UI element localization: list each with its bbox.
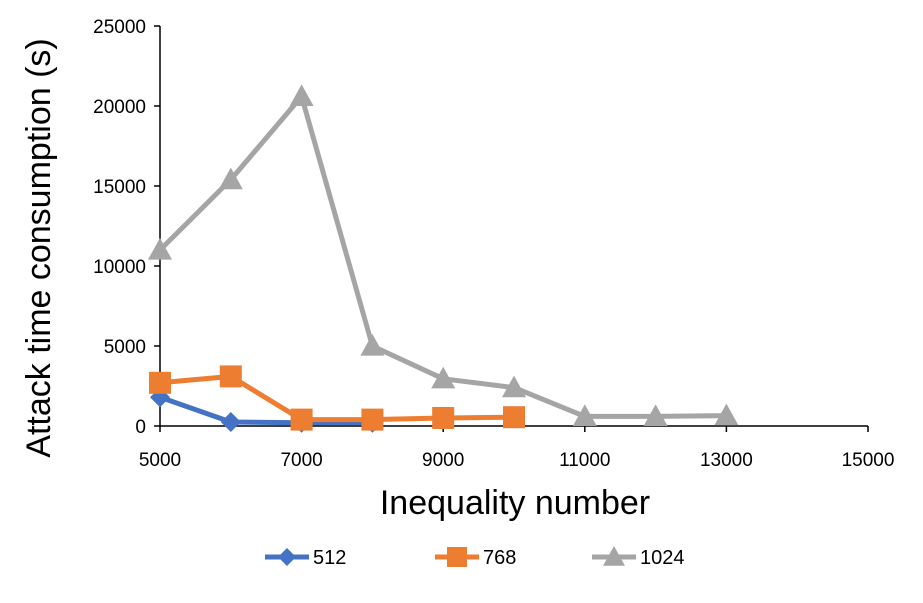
series-1024 [148,84,739,426]
series-line-768 [159,373,515,423]
series-layer [148,84,739,433]
data-point-1024 [572,404,597,426]
x-tick-label: 9000 [422,450,464,471]
legend-item-1024: 1024 [592,546,685,569]
data-point-1024 [431,366,456,389]
y-tick-label: 10000 [93,257,146,278]
y-tick-label: 15000 [93,177,146,198]
x-tick-label: 5000 [139,450,181,471]
legend-item-768: 768 [435,547,516,569]
x-axis-title: Inequality number [380,484,650,522]
y-tick-label: 25000 [93,17,146,38]
y-tick-label: 0 [135,417,146,438]
legend: 512 768 1024 [265,546,685,569]
data-point-768 [432,407,455,429]
legend-label: 1024 [640,547,685,569]
data-point-768 [219,365,242,388]
x-tick-label: 15000 [842,450,895,471]
legend-marker [603,546,625,566]
legend-marker [278,548,296,566]
data-point-768 [149,371,171,394]
axes: 0 5000 10000 15000 20000 25000 5000 7000 9000 110… [93,17,894,471]
data-point-1024 [218,167,243,190]
data-point-1024 [502,375,526,398]
data-point-768 [503,406,525,429]
data-point-512 [220,412,241,432]
data-point-768 [361,408,384,431]
x-tick-label: 11000 [559,450,610,471]
y-tick-label: 5000 [104,337,146,358]
legend-item-512: 512 [265,547,346,569]
y-axis-title: Attack time consumption (s) [20,38,58,457]
legend-label: 768 [483,547,516,569]
legend-marker [447,547,467,567]
data-point-1024 [289,84,314,106]
data-point-1024 [360,334,385,356]
series-line-512 [159,394,373,426]
x-tick-label: 7000 [280,450,322,471]
data-point-1024 [643,404,668,426]
x-tick-label: 13000 [700,450,753,471]
data-point-1024 [714,403,739,426]
y-tick-label: 20000 [93,97,146,118]
series-768 [149,365,525,431]
data-point-768 [290,408,313,431]
legend-label: 512 [313,547,346,569]
data-point-1024 [148,238,172,260]
